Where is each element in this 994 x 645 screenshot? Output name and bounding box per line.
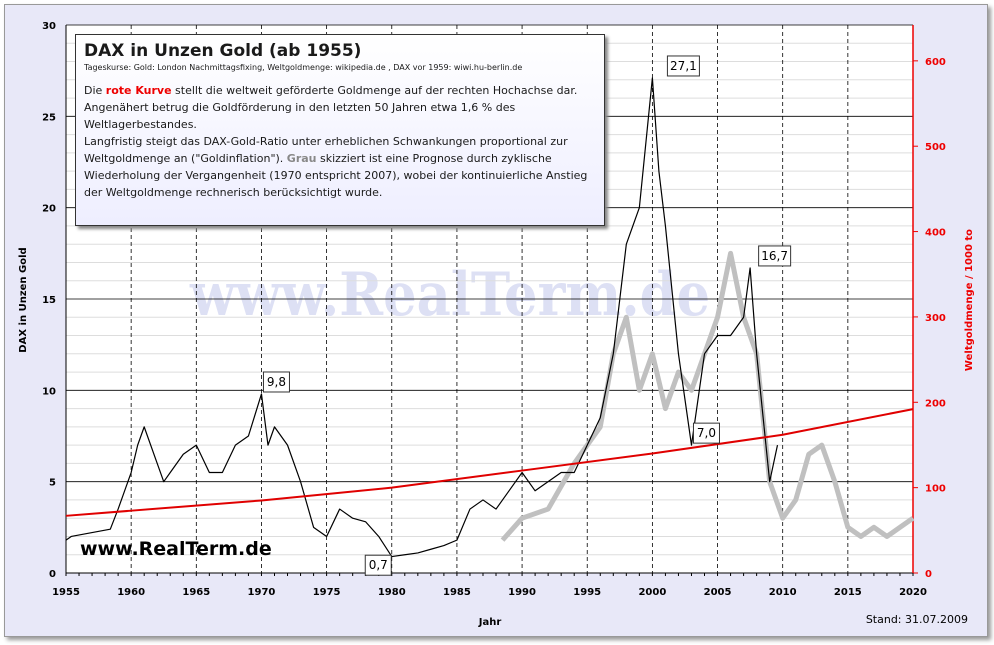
y2-axis-label: Weltgoldmenge / 1000 to [964, 229, 975, 371]
annotation-box [666, 55, 700, 77]
annotation-label: 0,7 [369, 558, 388, 572]
x-tick-label: 2005 [704, 587, 732, 598]
y-tick-label: 20 [42, 204, 56, 215]
series-dax [65, 77, 779, 558]
x-tick-label: 2010 [769, 587, 797, 598]
y2-tick-label: 200 [925, 398, 946, 409]
annotation-label: 7,0 [697, 426, 716, 440]
x-tick-label: 2020 [899, 587, 927, 598]
watermark: www.RealTerm.de [189, 260, 710, 330]
annotation-label: 16,7 [761, 249, 788, 263]
y-tick-label: 30 [42, 21, 56, 32]
series-forecast [500, 250, 915, 542]
annotation-box [262, 371, 290, 393]
x-tick-label: 1980 [378, 587, 406, 598]
x-tick-label: 1975 [313, 587, 341, 598]
x-tick-label: 1985 [443, 587, 471, 598]
description-1: Die rote Kurve stellt die weltweit geför… [84, 82, 596, 133]
x-tick-label: 2015 [834, 587, 862, 598]
annotation-box [692, 422, 720, 444]
y2-tick-label: 400 [925, 228, 946, 239]
x-tick-label: 1970 [248, 587, 276, 598]
x-tick-label: 1955 [52, 587, 80, 598]
x-tick-label: 1990 [508, 587, 536, 598]
x-tick-label: 2000 [638, 587, 666, 598]
y-tick-label: 0 [49, 569, 56, 580]
y-tick-label: 5 [49, 478, 56, 489]
y-tick-label: 10 [42, 386, 56, 397]
y-axis-label: DAX in Unzen Gold [18, 247, 29, 352]
text: stellt die weltweit geförderte Goldmenge… [84, 84, 578, 131]
site-label: www.RealTerm.de [80, 538, 272, 560]
annotation-label: 27,1 [670, 59, 697, 73]
y2-tick-label: 300 [925, 313, 946, 324]
y2-tick-label: 100 [925, 484, 946, 495]
gray-highlight: Grau [286, 152, 317, 165]
info-box: DAX in Unzen Gold (ab 1955) Tageskurse: … [75, 34, 605, 226]
x-axis-label: Jahr [478, 617, 502, 628]
chart-title: DAX in Unzen Gold (ab 1955) [84, 41, 362, 61]
description-2: Langfristig steigt das DAX-Gold-Ratio un… [84, 133, 596, 201]
text: Die [84, 84, 106, 97]
series-gold [65, 408, 914, 517]
annotation-box [758, 245, 792, 267]
annotation-label: 9,8 [267, 375, 286, 389]
y2-tick-label: 0 [925, 569, 932, 580]
text: skizziert ist eine Prognose durch zyklis… [84, 152, 588, 199]
annotation-box [364, 554, 392, 576]
y-tick-label: 25 [42, 112, 56, 123]
chart-subtitle: Tageskurse: Gold: London Nachmittagsfixi… [84, 63, 523, 72]
y2-tick-label: 600 [925, 57, 946, 68]
y2-tick-label: 500 [925, 142, 946, 153]
x-tick-label: 1960 [117, 587, 145, 598]
y-tick-label: 15 [42, 295, 56, 306]
red-highlight: rote Kurve [105, 84, 172, 97]
text: Langfristig steigt das DAX-Gold-Ratio un… [84, 135, 568, 165]
x-tick-label: 1995 [573, 587, 601, 598]
stand-date: Stand: 31.07.2009 [866, 613, 968, 626]
x-tick-label: 1965 [182, 587, 210, 598]
